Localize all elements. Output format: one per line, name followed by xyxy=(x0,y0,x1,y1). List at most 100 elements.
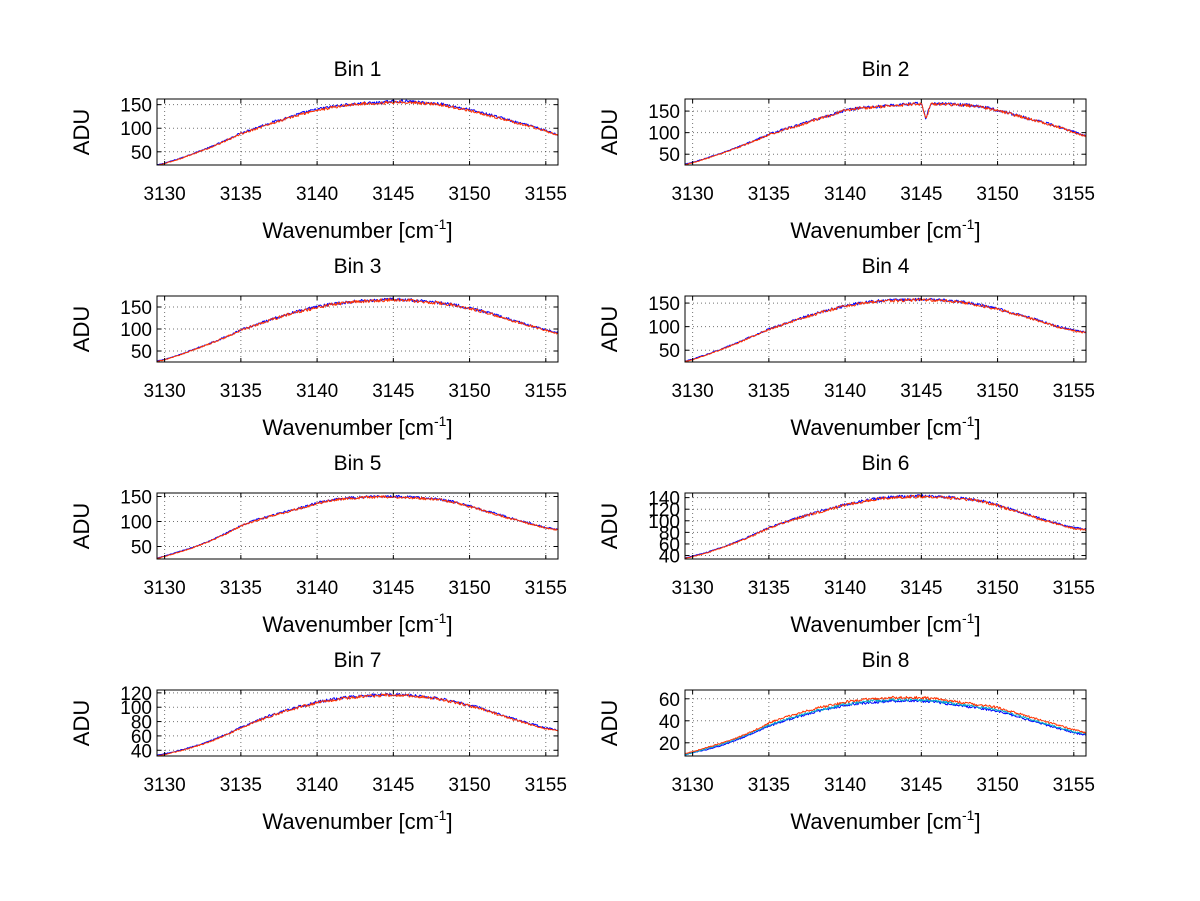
x-axis-label-superscript: -1 xyxy=(434,216,447,232)
x-tick-label: 3145 xyxy=(372,184,414,205)
x-tick-label: 3130 xyxy=(671,381,713,402)
x-tick-label: 3140 xyxy=(824,578,866,599)
x-axis-label-text: Wavenumber [cm xyxy=(790,809,962,834)
x-tick-label: 3150 xyxy=(448,578,490,599)
x-axis-label-superscript: -1 xyxy=(434,610,447,626)
x-axis-label: Wavenumber [cm-1] xyxy=(790,610,980,637)
plot-area xyxy=(684,492,1087,560)
x-axis-label-bracket: ] xyxy=(974,809,980,834)
x-tick-label: 3130 xyxy=(143,184,185,205)
x-axis-label: Wavenumber [cm-1] xyxy=(790,807,980,834)
x-tick-label: 3140 xyxy=(296,381,338,402)
x-axis-label: Wavenumber [cm-1] xyxy=(262,807,452,834)
x-tick-label: 3135 xyxy=(220,381,262,402)
y-axis-label: ADU xyxy=(69,503,94,549)
y-tick-label: 100 xyxy=(648,318,680,339)
x-tick-label: 3150 xyxy=(976,775,1018,796)
y-tick-label: 100 xyxy=(120,698,152,719)
x-tick-label: 3155 xyxy=(1053,381,1095,402)
plot-area xyxy=(684,689,1087,757)
y-tick-label: 80 xyxy=(131,713,152,734)
panel-title: Bin 2 xyxy=(862,58,910,81)
plot-area xyxy=(156,492,559,560)
x-axis-label-text: Wavenumber [cm xyxy=(262,612,434,637)
plot-area xyxy=(156,689,559,757)
y-axis-label: ADU xyxy=(597,503,622,549)
plot-area xyxy=(684,98,1087,166)
x-tick-label: 3135 xyxy=(220,578,262,599)
series-line-1 xyxy=(684,699,1087,756)
x-axis-label: Wavenumber [cm-1] xyxy=(790,413,980,440)
plot-area xyxy=(156,98,559,166)
x-tick-label: 3135 xyxy=(220,775,262,796)
y-tick-label: 120 xyxy=(120,684,152,705)
y-tick-label: 100 xyxy=(120,119,152,140)
series-line-2 xyxy=(156,495,559,559)
x-axis-label-superscript: -1 xyxy=(434,413,447,429)
y-axis-label: ADU xyxy=(69,109,94,155)
x-axis-label: Wavenumber [cm-1] xyxy=(262,413,452,440)
x-axis-label-text: Wavenumber [cm xyxy=(790,218,962,243)
x-tick-label: 3135 xyxy=(220,184,262,205)
x-axis-label-text: Wavenumber [cm xyxy=(790,612,962,637)
x-axis-label-superscript: -1 xyxy=(962,610,975,626)
x-axis-label-superscript: -1 xyxy=(962,216,975,232)
y-tick-label: 150 xyxy=(648,294,680,315)
x-axis-label: Wavenumber [cm-1] xyxy=(262,216,452,243)
x-tick-label: 3130 xyxy=(143,578,185,599)
y-tick-label: 60 xyxy=(659,690,680,711)
panel-title: Bin 1 xyxy=(334,58,382,81)
x-tick-label: 3145 xyxy=(900,775,942,796)
x-tick-label: 3150 xyxy=(976,578,1018,599)
x-tick-label: 3145 xyxy=(372,381,414,402)
x-tick-label: 3150 xyxy=(448,381,490,402)
series-line-2 xyxy=(156,693,559,757)
series-line-2 xyxy=(684,698,1087,756)
y-tick-label: 50 xyxy=(659,145,680,166)
x-axis-label-bracket: ] xyxy=(446,415,452,440)
x-tick-label: 3155 xyxy=(1053,184,1095,205)
x-axis-label-bracket: ] xyxy=(974,218,980,243)
x-axis-label-bracket: ] xyxy=(974,612,980,637)
series-line-3 xyxy=(684,695,1087,755)
y-tick-label: 50 xyxy=(131,342,152,363)
y-axis-label: ADU xyxy=(69,700,94,746)
panel-title: Bin 5 xyxy=(334,452,382,475)
x-tick-label: 3130 xyxy=(143,775,185,796)
x-axis-label: Wavenumber [cm-1] xyxy=(790,216,980,243)
x-tick-label: 3145 xyxy=(900,381,942,402)
series-line-2 xyxy=(684,494,1087,559)
y-tick-label: 50 xyxy=(131,143,152,164)
x-tick-label: 3140 xyxy=(296,578,338,599)
x-tick-label: 3135 xyxy=(748,184,790,205)
y-tick-label: 100 xyxy=(120,513,152,534)
panel-title: Bin 3 xyxy=(334,255,382,278)
series-line-2 xyxy=(684,102,1087,165)
x-tick-label: 3150 xyxy=(976,184,1018,205)
y-tick-label: 40 xyxy=(131,741,152,762)
x-axis-label-bracket: ] xyxy=(446,809,452,834)
x-tick-label: 3155 xyxy=(1053,775,1095,796)
x-tick-label: 3155 xyxy=(525,775,567,796)
x-axis-label-text: Wavenumber [cm xyxy=(262,218,434,243)
series-line-2 xyxy=(684,298,1087,363)
y-tick-label: 120 xyxy=(648,500,680,521)
x-tick-label: 3155 xyxy=(1053,578,1095,599)
y-axis-label: ADU xyxy=(69,306,94,352)
x-tick-label: 3145 xyxy=(372,578,414,599)
x-tick-label: 3130 xyxy=(671,578,713,599)
x-axis-label-text: Wavenumber [cm xyxy=(262,415,434,440)
y-tick-label: 80 xyxy=(659,523,680,544)
x-tick-label: 3155 xyxy=(525,578,567,599)
y-tick-label: 100 xyxy=(648,124,680,145)
x-tick-label: 3135 xyxy=(748,775,790,796)
x-axis-label-text: Wavenumber [cm xyxy=(790,415,962,440)
